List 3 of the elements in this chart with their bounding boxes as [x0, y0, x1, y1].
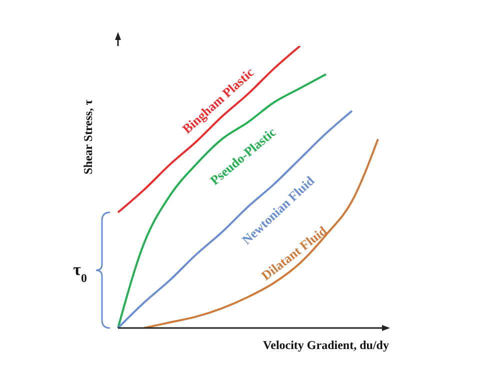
text: τ$_{0}$ [73, 260, 87, 286]
y-axis-title: Shear Stress, τ [81, 99, 95, 174]
x-axis-title: Velocity Gradient, du/dy [263, 338, 389, 352]
